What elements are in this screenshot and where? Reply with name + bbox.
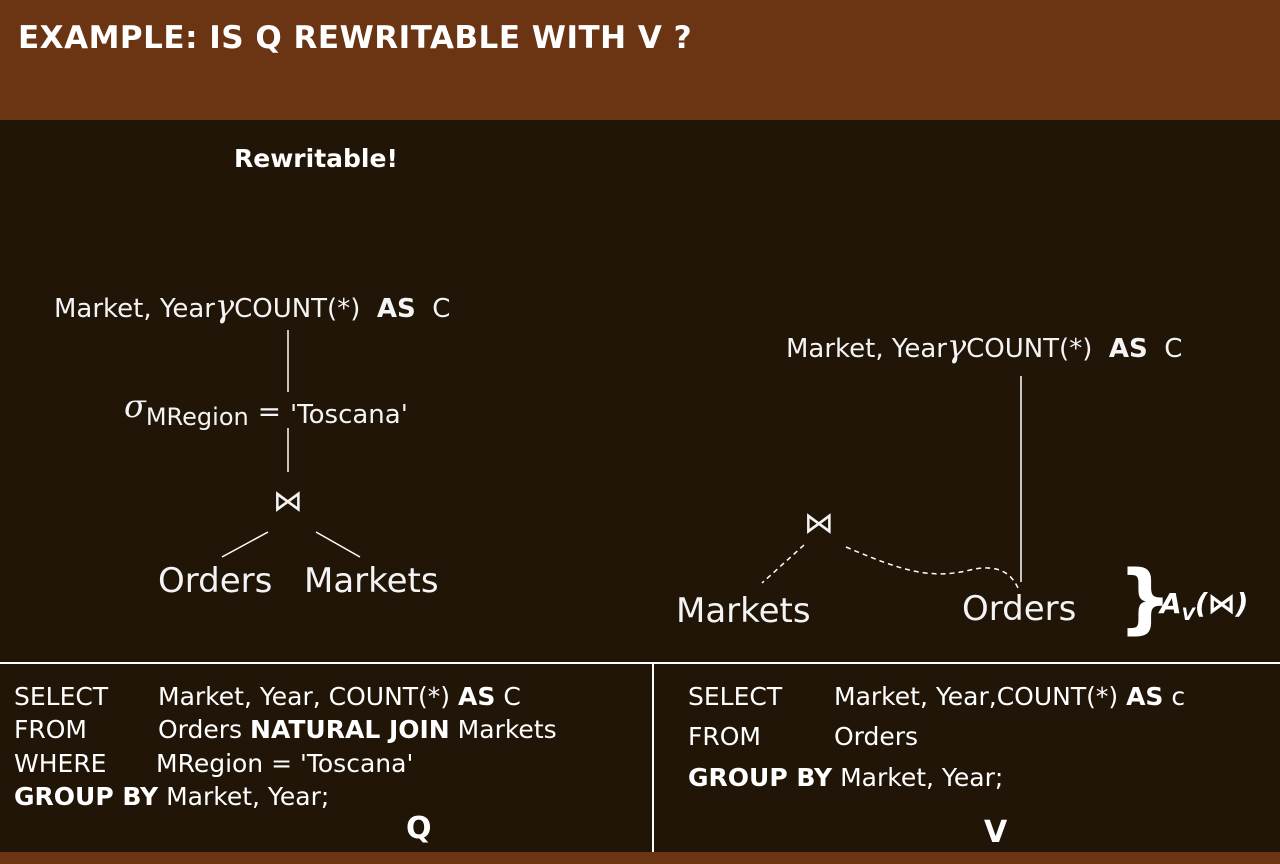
q-group-columns: Market, Year; (158, 782, 330, 811)
annotation-a: A (1160, 587, 1182, 620)
right-leaf-markets: Markets (676, 591, 811, 631)
left-gamma-alias: C (432, 294, 451, 324)
q-select-as: AS (458, 682, 496, 711)
q-from-keyword: FROM (14, 715, 87, 744)
v-select-alias: c (1163, 682, 1186, 711)
q-select-clause: Market, Year, COUNT(*) AS C (158, 684, 521, 709)
footer-bar (0, 852, 1280, 864)
v-group-keyword: GROUP BY (688, 763, 833, 792)
v-group-columns: Market, Year; (832, 763, 1004, 792)
right-leaf-orders: Orders (962, 589, 1077, 629)
verdict-label: Rewritable! (234, 144, 398, 173)
q-from-table-markets: Markets (449, 715, 557, 744)
left-sigma-attribute: MRegion (145, 403, 249, 431)
left-gamma-as: AS (376, 294, 416, 324)
left-sigma-node: σMRegion = 'Toscana' (124, 387, 408, 429)
right-brace: } (1118, 553, 1173, 642)
attribute-annotation: AV(⋈) (1160, 587, 1249, 624)
title-bar: EXAMPLE: IS Q REWRITABLE WITH V ? (0, 0, 1280, 120)
v-select-clause: Market, Year,COUNT(*) AS c (834, 684, 1185, 709)
query-v-label: V (984, 815, 1008, 850)
left-leaf-markets: Markets (304, 561, 439, 601)
v-group-clause: GROUP BY Market, Year; (688, 765, 1003, 790)
left-gamma-node: Market, YearγCOUNT(*) AS C (54, 290, 450, 322)
q-where-condition: MRegion = 'Toscana' (156, 749, 414, 778)
right-join-orders-edge (845, 546, 1019, 589)
left-join-icon: ⋈ (273, 484, 303, 519)
slide-title: EXAMPLE: IS Q REWRITABLE WITH V ? (18, 20, 693, 56)
right-join-icon: ⋈ (804, 506, 834, 541)
q-from-table-orders: Orders (158, 715, 251, 744)
left-sigma-equals: = (257, 395, 282, 428)
v-from-table: Orders (834, 722, 919, 751)
annotation-open-paren: ( (1194, 587, 1208, 620)
left-gamma-grouping: Market, Year (54, 294, 215, 324)
v-select-as: AS (1126, 682, 1164, 711)
v-select-columns: Market, Year,COUNT(*) (834, 682, 1127, 711)
q-where-keyword: WHERE (14, 749, 107, 778)
annotation-join-icon: ⋈ (1207, 587, 1236, 620)
right-gamma-alias: C (1164, 334, 1183, 364)
q-group-clause: GROUP BY Market, Year; (14, 784, 329, 809)
right-gamma-aggregate: COUNT(*) (966, 334, 1093, 364)
q-select-alias: C (495, 682, 521, 711)
left-gamma-symbol: γ (214, 287, 235, 325)
right-join-markets-edge (761, 544, 805, 584)
q-from-clause: Orders NATURAL JOIN Markets (158, 717, 557, 742)
left-gamma-aggregate: COUNT(*) (234, 294, 361, 324)
vertical-divider (652, 664, 654, 852)
v-select-keyword: SELECT (688, 682, 783, 711)
right-gamma-node: Market, YearγCOUNT(*) AS C (786, 330, 1182, 362)
q-from-natural-join: NATURAL JOIN (250, 715, 450, 744)
left-sigma-symbol: σ (124, 387, 146, 425)
left-join-orders-edge (221, 531, 269, 558)
annotation-subscript: V (1181, 605, 1195, 625)
v-from-keyword: FROM (688, 722, 761, 751)
left-leaf-orders: Orders (158, 561, 273, 601)
q-group-keyword: GROUP BY (14, 782, 159, 811)
q-select-keyword: SELECT (14, 682, 109, 711)
left-sigma-value: 'Toscana' (290, 400, 408, 430)
q-select-columns: Market, Year, COUNT(*) (158, 682, 459, 711)
right-gamma-symbol: γ (946, 327, 967, 365)
right-gamma-as: AS (1108, 334, 1148, 364)
right-gamma-grouping: Market, Year (786, 334, 947, 364)
query-q-label: Q (406, 811, 432, 846)
left-join-markets-edge (315, 531, 361, 558)
annotation-close-paren: ) (1235, 587, 1249, 620)
horizontal-divider (0, 662, 1280, 664)
